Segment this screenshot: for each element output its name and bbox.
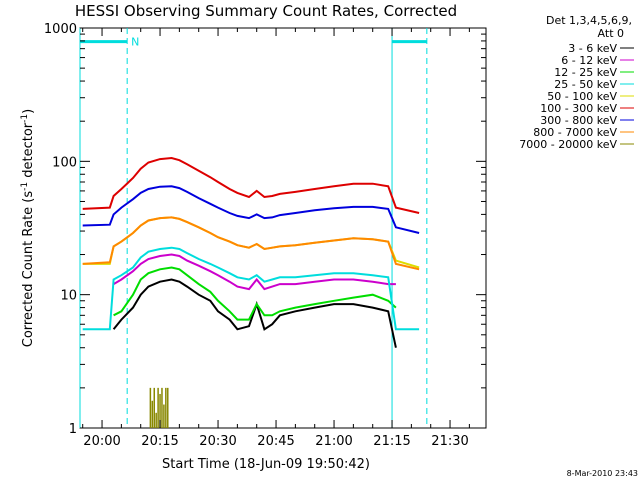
x-tick-label: 20:45	[257, 434, 294, 449]
y-axis-label-sup1: -1	[20, 182, 30, 191]
legend-label: 3 - 6 keV	[568, 42, 617, 55]
series-line	[82, 185, 420, 234]
series-line	[82, 156, 420, 214]
series-line	[112, 278, 397, 348]
y-axis-label-end: )	[21, 109, 36, 114]
series-line	[82, 216, 420, 271]
legend-label: 25 - 50 keV	[554, 78, 617, 91]
legend-label: 100 - 300 keV	[540, 102, 617, 115]
legend-label: 300 - 800 keV	[540, 114, 617, 127]
night-label: N	[131, 36, 139, 49]
legend-label: 12 - 25 keV	[554, 66, 617, 79]
y-axis-label-main: Corrected Count Rate (s	[21, 191, 36, 348]
y-tick-label: 10	[60, 289, 77, 304]
legend-label: 6 - 12 keV	[561, 54, 617, 67]
y-tick-label: 1000	[44, 22, 77, 37]
series-group	[82, 156, 420, 428]
y-tick-label: 100	[52, 155, 77, 170]
plot-frame	[79, 27, 487, 429]
series-line	[113, 266, 397, 321]
x-axis: 20:00 20:15 20:30 20:45 21:00 21:15 21:30	[82, 28, 470, 449]
x-tick-label: 21:15	[373, 434, 410, 449]
x-tick-label: 20:30	[199, 434, 236, 449]
x-tick-label: 20:15	[141, 434, 178, 449]
y-axis-label-mid: detector	[21, 122, 36, 182]
legend-header-line1: Det 1,3,4,5,6,9,	[546, 14, 632, 27]
y-axis-label-sup2: -1	[20, 114, 30, 123]
x-tick-label: 21:00	[315, 434, 352, 449]
series-line	[82, 246, 420, 331]
series-line	[113, 253, 396, 291]
y-axis-label: Corrected Count Rate (s-1 detector-1)	[20, 109, 36, 347]
timestamp: 8-Mar-2010 23:43	[567, 469, 638, 478]
legend-header-line2: Att 0	[598, 27, 624, 40]
y-axis: 1 10 100 1000	[44, 22, 486, 437]
series-line	[82, 216, 420, 269]
legend-label: 800 - 7000 keV	[533, 126, 617, 139]
x-axis-label: Start Time (18-Jun-09 19:50:42)	[162, 457, 370, 472]
legend-label: 7000 - 20000 keV	[519, 138, 617, 151]
y-tick-label: 1	[69, 422, 77, 437]
legend-label: 50 - 100 keV	[547, 90, 617, 103]
chart-title: HESSI Observing Summary Count Rates, Cor…	[75, 2, 457, 20]
x-tick-label: 20:00	[83, 434, 120, 449]
x-tick-label: 21:30	[431, 434, 468, 449]
night-markers: N	[79, 28, 428, 428]
